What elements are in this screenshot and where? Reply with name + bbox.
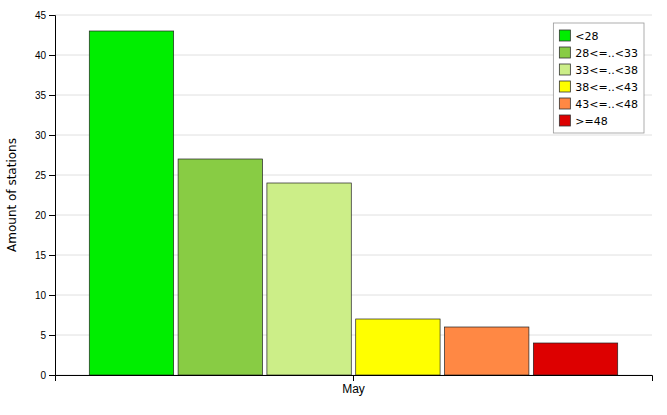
y-tick: 10 [35, 290, 55, 301]
legend-swatch [559, 81, 570, 92]
y-axis: 0 5 10 15 20 25 30 35 40 45 [35, 10, 56, 381]
x-tick-mark [353, 375, 354, 381]
y-tick: 15 [35, 250, 55, 261]
legend-item: <28 [559, 30, 598, 43]
y-tick: 0 [40, 370, 55, 381]
y-tick-mark [49, 335, 55, 336]
y-tick: 35 [35, 90, 55, 101]
legend-swatch [559, 115, 570, 126]
y-tick-label: 35 [35, 90, 47, 101]
legend-swatch [559, 64, 570, 75]
x-axis: May [56, 375, 653, 396]
legend-label: 33<=..<38 [575, 64, 638, 77]
legend-label: 28<=..<33 [575, 47, 638, 60]
legend-label: 43<=..<48 [575, 98, 638, 111]
y-tick-mark [49, 295, 55, 296]
y-tick-mark [49, 15, 55, 16]
legend-item: >=48 [559, 115, 607, 128]
bar [533, 343, 617, 375]
bar [445, 327, 529, 375]
y-tick-label: 25 [35, 170, 47, 181]
legend-box [553, 23, 644, 133]
y-tick-label: 15 [35, 250, 47, 261]
legend-item: 28<=..<33 [559, 47, 638, 60]
y-tick: 20 [35, 210, 55, 221]
legend-swatch [559, 30, 570, 41]
plot: 0 5 10 15 20 25 30 35 40 45 May <28 28<=..<33 33<=..<… [35, 10, 653, 396]
y-tick-mark [49, 95, 55, 96]
grid [55, 15, 652, 375]
y-tick-label: 5 [40, 330, 46, 341]
legend-item: 33<=..<38 [559, 64, 638, 77]
y-tick-label: 45 [35, 10, 47, 21]
y-tick-label: 0 [40, 370, 46, 381]
y-tick-label: 20 [35, 210, 47, 221]
bar [178, 159, 262, 375]
chart: 0 5 10 15 20 25 30 35 40 45 May <28 28<=..<33 33<=..<… [0, 0, 667, 415]
y-tick-mark [49, 215, 55, 216]
bar [356, 319, 440, 375]
legend-item: 43<=..<48 [559, 98, 638, 111]
y-tick-mark [49, 375, 55, 376]
legend: <28 28<=..<33 33<=..<38 38<=..<43 43<=..<48 >… [553, 23, 644, 133]
y-tick: 30 [35, 130, 55, 141]
bar [89, 31, 173, 375]
legend-label: <28 [575, 30, 598, 43]
axis-line [56, 376, 653, 382]
y-tick-label: 10 [35, 290, 47, 301]
y-axis-title: Amount of stations [5, 138, 19, 252]
y-tick-mark [49, 255, 55, 256]
legend-label: >=48 [575, 115, 607, 128]
y-tick: 45 [35, 10, 55, 21]
axis-line [49, 16, 56, 376]
x-tick-label: May [342, 382, 365, 396]
y-tick-label: 40 [35, 50, 47, 61]
x-tick: May [342, 375, 365, 396]
legend-swatch [559, 98, 570, 109]
grid-line [55, 15, 652, 16]
legend-item: 38<=..<43 [559, 81, 638, 94]
y-tick: 40 [35, 50, 55, 61]
bar [267, 183, 351, 375]
y-tick: 5 [40, 330, 55, 341]
y-tick-mark [49, 135, 55, 136]
y-tick-mark [49, 55, 55, 56]
bars [89, 31, 617, 375]
y-tick-label: 30 [35, 130, 47, 141]
legend-label: 38<=..<43 [575, 81, 638, 94]
y-tick-mark [49, 175, 55, 176]
y-tick: 25 [35, 170, 55, 181]
legend-swatch [559, 47, 570, 58]
